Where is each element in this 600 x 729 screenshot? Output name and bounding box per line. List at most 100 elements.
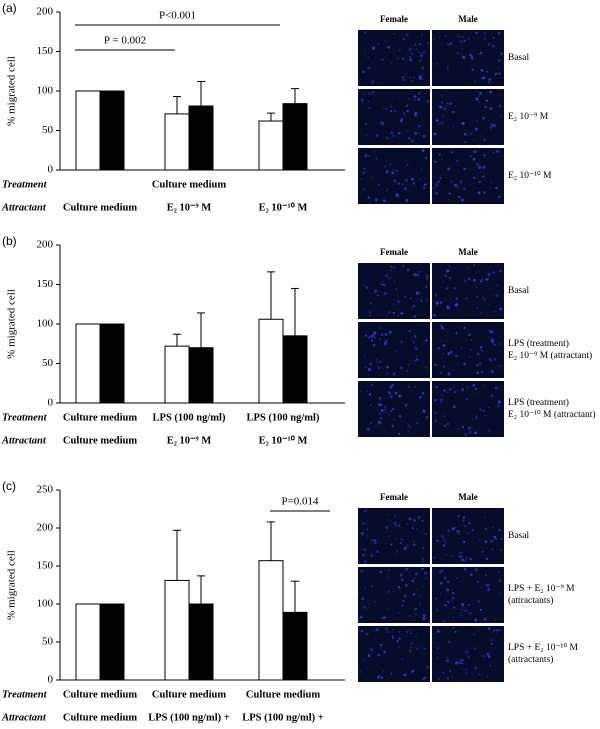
cell-dot	[378, 674, 381, 677]
cell-dot	[384, 339, 388, 343]
cell-dot	[389, 265, 393, 268]
cell-dot	[453, 183, 455, 186]
cell-dot	[476, 163, 480, 167]
micrograph	[432, 508, 504, 564]
cell-dot	[447, 391, 449, 394]
cell-dot	[500, 114, 502, 117]
micrograph	[432, 626, 504, 682]
cell-dot	[406, 110, 409, 113]
cell-dot	[474, 431, 478, 435]
cell-dot	[478, 166, 482, 170]
cell-dot	[460, 658, 464, 662]
y-tick-label: 150	[37, 45, 54, 57]
cell-dot	[484, 105, 487, 109]
bar	[99, 90, 125, 171]
cell-dot	[397, 300, 400, 303]
cell-dot	[377, 420, 380, 423]
attractant-label: E₂ 10⁻⁹ M	[167, 435, 212, 446]
cell-dot	[404, 594, 407, 597]
cell-dot	[384, 165, 387, 168]
cell-dot	[385, 159, 388, 161]
cell-dot	[438, 154, 441, 157]
cell-dot	[491, 526, 494, 528]
cell-dot	[493, 358, 496, 361]
cell-dot	[435, 293, 438, 296]
cell-dot	[377, 42, 379, 45]
cell-dot	[397, 585, 401, 589]
cell-dot	[410, 59, 413, 62]
cell-dot	[441, 286, 443, 288]
cell-dot	[459, 180, 463, 184]
cell-dot	[434, 419, 438, 423]
cell-dot	[478, 181, 481, 183]
cell-dot	[475, 31, 478, 35]
cell-dot	[382, 616, 386, 619]
cell-dot	[379, 338, 381, 341]
cell-dot	[416, 273, 420, 277]
cell-dot	[422, 51, 426, 54]
cell-dot	[452, 591, 455, 595]
cell-dot	[419, 603, 422, 605]
cell-dot	[488, 287, 491, 289]
cell-dot	[436, 647, 440, 650]
y-tick-label: 200	[37, 522, 54, 534]
cell-dot	[460, 123, 463, 125]
cell-dot	[423, 187, 426, 190]
cell-dot	[468, 430, 472, 434]
cell-dot	[402, 57, 405, 60]
cell-dot	[484, 37, 486, 40]
cell-dot	[393, 33, 395, 35]
cell-dot	[425, 286, 427, 289]
cell-dot	[449, 350, 453, 354]
cell-dot	[366, 535, 368, 537]
cell-dot	[443, 415, 445, 417]
cell-dot	[446, 588, 450, 592]
cell-dot	[362, 548, 365, 551]
cell-dot	[396, 640, 399, 643]
cell-dot	[402, 79, 404, 81]
cell-dot	[375, 134, 379, 137]
cell-dot	[415, 635, 417, 638]
cell-dot	[499, 269, 502, 273]
cell-dot	[490, 369, 493, 372]
cell-dot	[384, 408, 386, 411]
cell-dot	[381, 58, 384, 61]
attractant-label: LPS (100 ng/ml) +	[148, 712, 230, 723]
cell-dot	[492, 44, 495, 48]
cell-dot	[360, 532, 364, 535]
cell-dot	[475, 417, 478, 420]
cell-dot	[387, 577, 389, 579]
cell-dot	[467, 521, 471, 525]
significance-label: P = 0.002	[104, 35, 146, 47]
micrograph	[432, 148, 504, 204]
cell-dot	[484, 527, 488, 531]
cell-dot	[409, 56, 412, 59]
cell-dot	[437, 123, 440, 126]
cell-dot	[408, 76, 411, 79]
cell-dot	[425, 339, 428, 342]
cell-dot	[407, 430, 409, 432]
cell-dot	[414, 359, 416, 362]
cell-dot	[402, 37, 405, 41]
cell-dot	[484, 540, 488, 544]
cell-dot	[437, 347, 441, 350]
cell-dot	[490, 539, 494, 543]
cell-dot	[382, 283, 386, 287]
cell-dot	[470, 349, 472, 351]
cell-dot	[499, 580, 502, 583]
cell-dot	[392, 628, 395, 631]
cell-dot	[400, 312, 404, 315]
cell-dot	[455, 332, 458, 335]
cell-dot	[472, 139, 475, 142]
cell-dot	[373, 336, 376, 339]
cell-dot	[372, 46, 375, 50]
cell-dot	[393, 303, 395, 305]
cell-dot	[395, 288, 398, 291]
cell-dot	[424, 156, 428, 160]
cell-dot	[414, 131, 418, 135]
cell-dot	[483, 191, 486, 194]
cell-dot	[386, 45, 389, 48]
cell-dot	[489, 106, 493, 110]
cell-dot	[440, 581, 443, 585]
cell-dot	[400, 340, 403, 344]
